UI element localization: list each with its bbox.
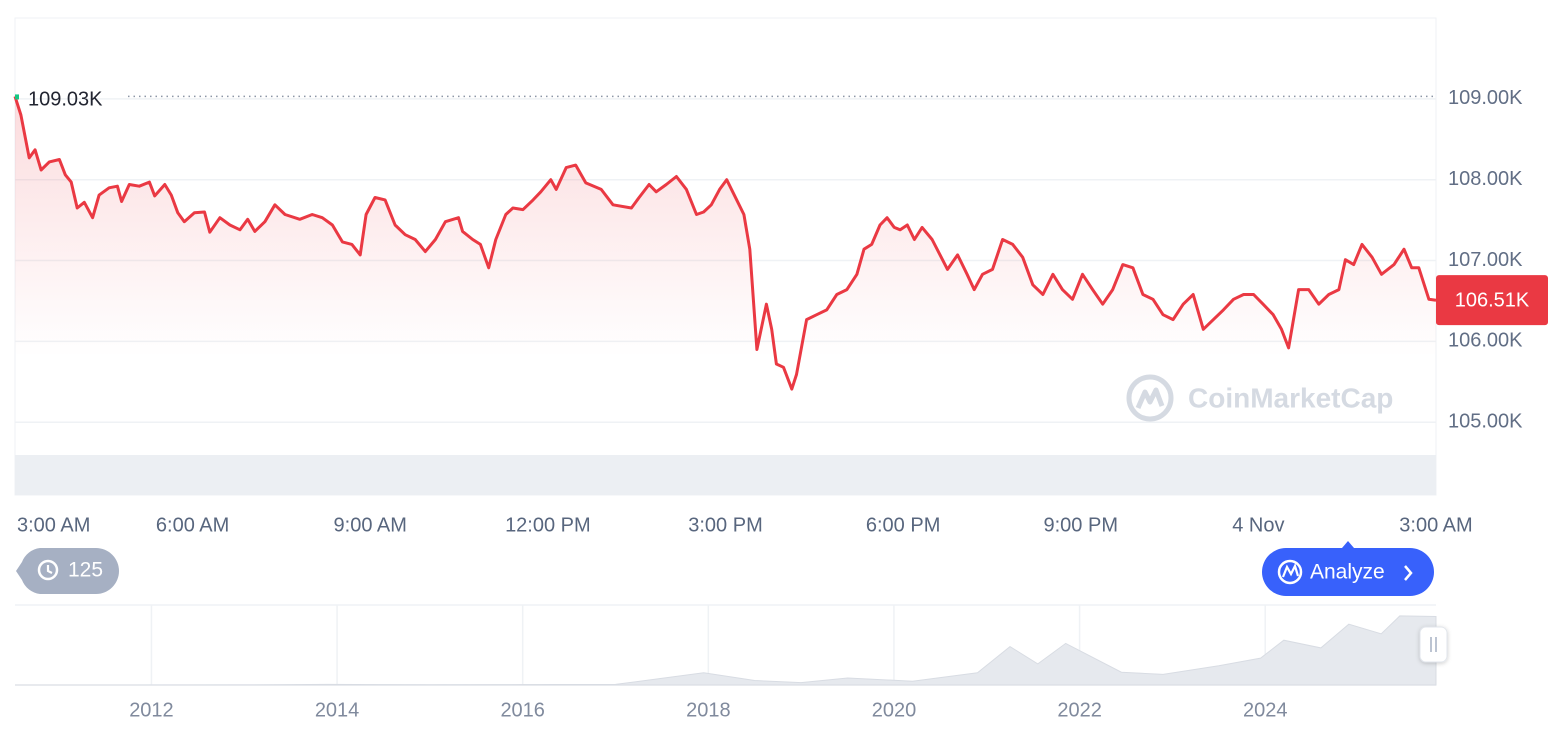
x-tick-label: 3:00 AM (17, 514, 90, 536)
last-price-tag (1436, 275, 1548, 326)
price-line (13, 95, 1437, 391)
x-tick-label: 2014 (315, 699, 360, 721)
x-tick-label: 9:00 PM (1044, 514, 1118, 536)
y-tick-label: 107.00K (1448, 249, 1523, 271)
x-tick-label: 9:00 AM (334, 514, 407, 536)
y-tick-label: 108.00K (1448, 168, 1523, 190)
watermark-text: CoinMarketCap (1188, 382, 1393, 413)
x-tick-label: 12:00 PM (505, 514, 591, 536)
y-tick-label: 106.00K (1448, 330, 1523, 352)
volume-band (15, 455, 1436, 495)
x-tick-label: 6:00 AM (156, 514, 229, 536)
price-chart: 105.00K 106.00K 107.00K 108.00K 109.00K 3:00 … (13, 87, 1548, 536)
high-label: 109.03K (28, 89, 103, 111)
analyze-label: Analyze (1310, 561, 1385, 584)
x-tick-label: 2018 (686, 699, 731, 721)
x-tick-label: 2022 (1057, 699, 1102, 721)
range-handle[interactable] (1419, 626, 1448, 663)
history-count: 125 (68, 559, 103, 582)
x-tick-label: 2012 (129, 699, 174, 721)
x-tick-label: 4 Nov (1232, 514, 1284, 536)
x-tick-label: 6:00 PM (866, 514, 940, 536)
y-tick-label: 105.00K (1448, 411, 1523, 433)
overview-area (14, 615, 1437, 686)
price-area (15, 96, 1436, 423)
history-pill[interactable]: 125 (16, 548, 120, 594)
x-tick-label: 2024 (1243, 699, 1288, 721)
analyze-button[interactable]: Analyze (1262, 541, 1434, 596)
x-tick-label: 3:00 PM (688, 514, 762, 536)
x-tick-label: 2016 (500, 699, 545, 721)
x-tick-label: 2020 (872, 699, 917, 721)
y-tick-label: 109.00K (1448, 87, 1523, 109)
overview-chart: 2012 2014 2016 2018 2020 2022 2024 (14, 604, 1437, 721)
x-tick-label: 3:00 AM (1399, 514, 1472, 536)
high-marker-tick (15, 94, 19, 100)
watermark: CoinMarketCap (1126, 374, 1393, 422)
last-price-label: 106.51K (1455, 289, 1530, 311)
